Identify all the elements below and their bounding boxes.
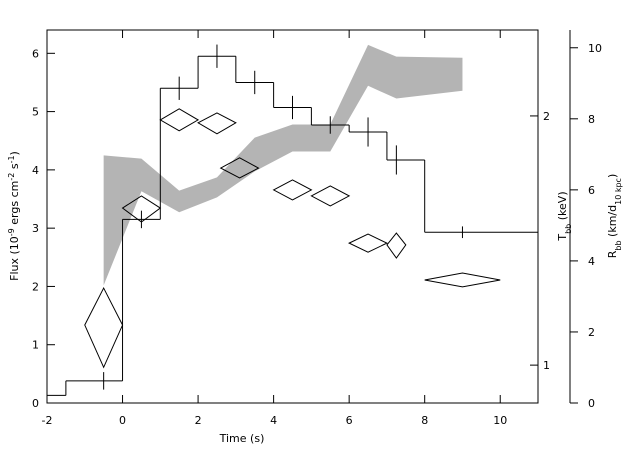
temperature-diamond	[386, 232, 407, 259]
y3-tick-label: 10	[588, 42, 602, 55]
y-axis-label: Flux (10-9 ergs cm-2 s-1)	[7, 151, 22, 281]
x-tick-label: 2	[195, 414, 202, 427]
label-part: 10 kpc	[614, 178, 623, 205]
label-part: ergs cm	[8, 181, 21, 229]
x-tick-label: 10	[493, 414, 507, 427]
label-part: T	[556, 234, 569, 242]
temperature-diamond	[121, 195, 162, 223]
x-tick-label: 8	[421, 414, 428, 427]
temperature-diamond	[424, 272, 501, 288]
y-tick-label: 2	[32, 280, 39, 293]
x-tick-label: 0	[119, 414, 126, 427]
y-tick-label: 6	[32, 47, 39, 60]
label-part: (keV)	[556, 191, 569, 223]
label-part: (km/d	[606, 205, 619, 241]
label-part: bb	[614, 240, 623, 250]
x-axis-label: Time (s)	[219, 432, 265, 445]
y2-axis-label: Tbb (keV)	[556, 191, 573, 241]
label-part: s	[8, 163, 21, 172]
y3-tick-label: 6	[588, 184, 595, 197]
y-tick-label: 5	[32, 106, 39, 119]
label-part: )	[606, 174, 619, 178]
y3-tick-label: 2	[588, 326, 595, 339]
y3-tick-label: 0	[588, 397, 595, 410]
y3-tick-label: 4	[588, 255, 595, 268]
x-tick-label: -2	[42, 414, 53, 427]
y2-tick-label: 2	[543, 110, 550, 123]
y-tick-label: 0	[32, 397, 39, 410]
label-part: -9	[7, 228, 16, 236]
x-tick-label: 4	[270, 414, 277, 427]
label-part: -1	[7, 155, 16, 163]
temperature-diamond	[219, 157, 260, 179]
plot-frame	[46, 29, 539, 404]
label-part: bb	[564, 224, 573, 234]
y-tick-label: 1	[32, 339, 39, 352]
y2-tick-label: 1	[543, 359, 550, 372]
temperature-diamond	[84, 286, 124, 369]
radius-band	[103, 44, 463, 286]
label-part: )	[8, 151, 21, 155]
label-part: -2	[7, 173, 16, 181]
y3-tick-label: 8	[588, 113, 595, 126]
temperature-diamond	[197, 112, 237, 135]
label-part: Flux (10	[8, 236, 21, 281]
label-part: R	[606, 250, 619, 258]
temperature-diamond	[348, 233, 389, 253]
y-tick-label: 3	[32, 222, 39, 235]
y3-axis-label: Rbb (km/d10 kpc)	[606, 174, 623, 259]
temperature-diamond	[272, 179, 313, 201]
x-tick-label: 6	[346, 414, 353, 427]
temperature-diamond	[159, 108, 200, 132]
temperature-diamond	[310, 185, 351, 207]
y-tick-label: 4	[32, 164, 39, 177]
